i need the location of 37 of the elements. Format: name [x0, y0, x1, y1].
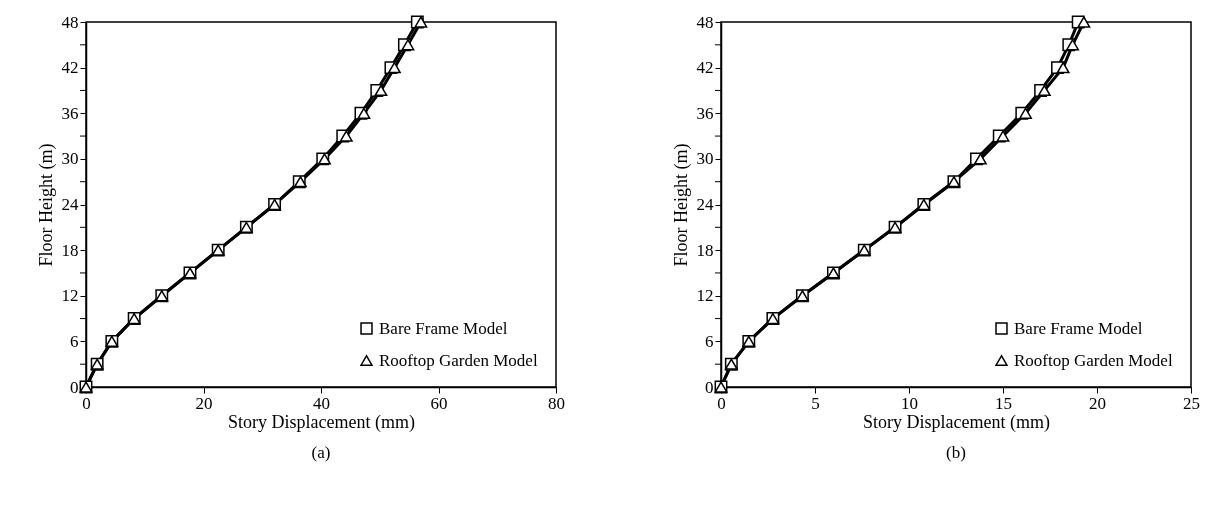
legend-label: Bare Frame Model — [379, 318, 508, 338]
y-tick-label: 12 — [61, 286, 79, 306]
y-tick-label: 42 — [61, 58, 79, 78]
y-tick-label: 6 — [705, 331, 714, 351]
y-tick-label: 0 — [70, 377, 79, 397]
legend-label: Rooftop Garden Model — [1014, 350, 1173, 370]
text: (b) — [946, 443, 966, 462]
x-tick-label: 40 — [313, 393, 330, 413]
x-tick-label: 80 — [548, 393, 565, 413]
text: (a) — [311, 443, 331, 462]
y-axis-title: Floor Height (m) — [670, 143, 692, 267]
y-tick-label: 24 — [61, 195, 79, 214]
y-tick-label: 30 — [696, 149, 714, 169]
y-tick-label: 48 — [61, 12, 79, 32]
y-tick-label: 18 — [696, 240, 714, 260]
y-tick-label: 36 — [61, 103, 79, 123]
x-tick-label: 15 — [995, 393, 1012, 413]
y-tick-label: 12 — [696, 286, 714, 306]
y-tick-label: 42 — [696, 58, 714, 78]
x-tick-label: 20 — [1089, 393, 1106, 413]
x-axis-title: Story Displacement (mm) — [863, 411, 1050, 433]
x-tick-label: 10 — [901, 393, 918, 413]
y-tick-label: 24 — [696, 195, 714, 214]
legend-label: Rooftop Garden Model — [379, 350, 538, 370]
x-tick-label: 25 — [1183, 393, 1200, 413]
y-axis-title: Floor Height (m) — [35, 143, 57, 267]
y-tick-label: 6 — [70, 331, 79, 351]
y-tick-label: 30 — [61, 149, 79, 169]
x-tick-label: 20 — [195, 393, 213, 413]
x-axis-title: Story Displacement (mm) — [228, 411, 415, 433]
x-tick-label: 5 — [811, 393, 820, 413]
y-tick-label: 36 — [696, 103, 714, 123]
y-tick-label: 48 — [696, 12, 714, 32]
legend-label: Bare Frame Model — [1014, 318, 1143, 338]
y-tick-label: 18 — [61, 240, 79, 260]
x-tick-label: 60 — [430, 393, 448, 413]
y-tick-label: 0 — [705, 377, 714, 397]
